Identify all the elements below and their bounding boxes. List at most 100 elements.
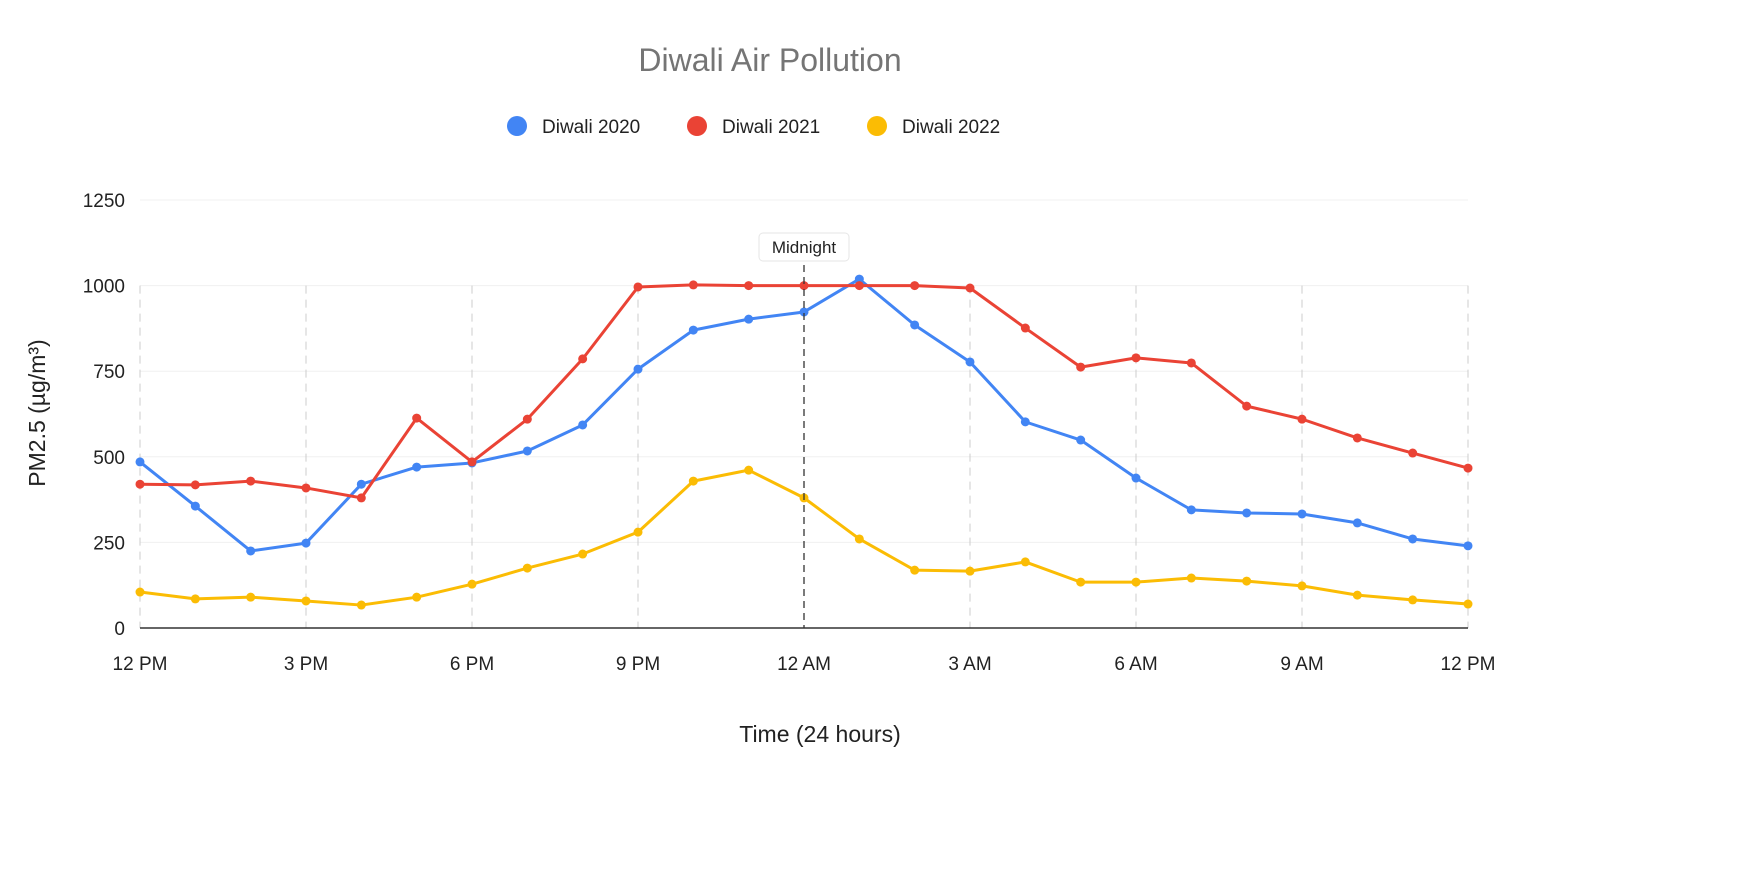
x-tick-label: 3 AM [948, 654, 991, 675]
data-point [246, 546, 256, 556]
data-point [965, 566, 975, 576]
data-point [744, 314, 754, 324]
data-point [633, 364, 643, 374]
data-point [135, 587, 145, 597]
data-point [135, 479, 145, 489]
data-point [356, 479, 366, 489]
data-point [910, 281, 920, 291]
data-point [1352, 590, 1362, 600]
data-point [190, 480, 200, 490]
data-point [412, 592, 422, 602]
data-point [799, 307, 809, 317]
data-point [1352, 518, 1362, 528]
data-point [356, 493, 366, 503]
series-group [135, 274, 1473, 610]
series-diwali-2020 [135, 274, 1473, 556]
data-point [135, 457, 145, 467]
data-point [1408, 448, 1418, 458]
data-point [1076, 577, 1086, 587]
data-point [1186, 573, 1196, 583]
data-point [301, 483, 311, 493]
grid [139, 199, 1469, 628]
data-point [1020, 417, 1030, 427]
data-point [356, 600, 366, 610]
data-point [1020, 557, 1030, 567]
data-point [246, 476, 256, 486]
data-point [1297, 581, 1307, 591]
x-tick-label: 3 PM [284, 654, 328, 675]
y-axis-label: PM2.5 (µg/m³) [24, 339, 50, 486]
series-diwali-2022 [135, 465, 1473, 610]
y-tick-label: 500 [93, 448, 125, 469]
data-point [412, 462, 422, 472]
y-tick-label: 250 [93, 533, 125, 554]
legend-label: Diwali 2020 [542, 117, 640, 138]
data-point [522, 414, 532, 424]
x-tick-label: 9 PM [616, 654, 660, 675]
y-tick-label: 0 [114, 619, 125, 640]
data-point [522, 446, 532, 456]
data-point [965, 357, 975, 367]
data-point [467, 579, 477, 589]
data-point [688, 325, 698, 335]
data-point [190, 501, 200, 511]
legend-marker [687, 116, 707, 136]
data-point [1408, 595, 1418, 605]
data-point [1352, 433, 1362, 443]
data-point [522, 563, 532, 573]
legend-label: Diwali 2022 [902, 117, 1000, 138]
data-point [744, 465, 754, 475]
data-point [854, 534, 864, 544]
data-point [744, 281, 754, 291]
data-point [688, 280, 698, 290]
data-point [633, 527, 643, 537]
y-tick-label: 1250 [83, 191, 125, 212]
y-tick-label: 1000 [83, 277, 125, 298]
data-point [467, 457, 477, 467]
data-point [1408, 534, 1418, 544]
data-point [1242, 576, 1252, 586]
x-tick-label: 6 PM [450, 654, 494, 675]
x-tick-label: 6 AM [1114, 654, 1157, 675]
series-diwali-2021 [135, 280, 1473, 503]
legend-marker [867, 116, 887, 136]
annotation-box [758, 232, 850, 262]
legend: Diwali 2020 Diwali 2021 Diwali 2022 [507, 116, 1000, 138]
data-point [1076, 435, 1086, 445]
data-point [965, 283, 975, 293]
data-point [910, 320, 920, 330]
data-point [1463, 463, 1473, 473]
data-point [799, 281, 809, 291]
data-point [1020, 323, 1030, 333]
x-tick-label: 12 PM [1441, 654, 1496, 675]
data-point [854, 274, 864, 284]
data-point [301, 596, 311, 606]
data-point [1463, 541, 1473, 551]
data-point [1297, 509, 1307, 519]
data-point [1186, 505, 1196, 515]
data-point [1131, 577, 1141, 587]
data-point [578, 549, 588, 559]
data-point [854, 281, 864, 291]
annotation: Midnight [758, 232, 850, 628]
y-tick-label: 750 [93, 362, 125, 383]
data-point [910, 565, 920, 575]
data-point [1186, 358, 1196, 368]
data-point [633, 282, 643, 292]
x-tick-label: 12 PM [113, 654, 168, 675]
data-point [578, 420, 588, 430]
data-point [1242, 401, 1252, 411]
data-point [1297, 414, 1307, 424]
data-point [688, 476, 698, 486]
x-tick-label: 12 AM [777, 654, 831, 675]
data-point [578, 354, 588, 364]
data-point [301, 538, 311, 548]
data-point [1131, 353, 1141, 363]
data-point [1131, 473, 1141, 483]
y-axis: 0 250 500 750 1000 1250 [83, 191, 125, 640]
data-point [190, 594, 200, 604]
annotation-label: Midnight [772, 238, 837, 257]
x-axis-label: Time (24 hours) [739, 721, 900, 747]
chart-title: Diwali Air Pollution [638, 42, 901, 78]
